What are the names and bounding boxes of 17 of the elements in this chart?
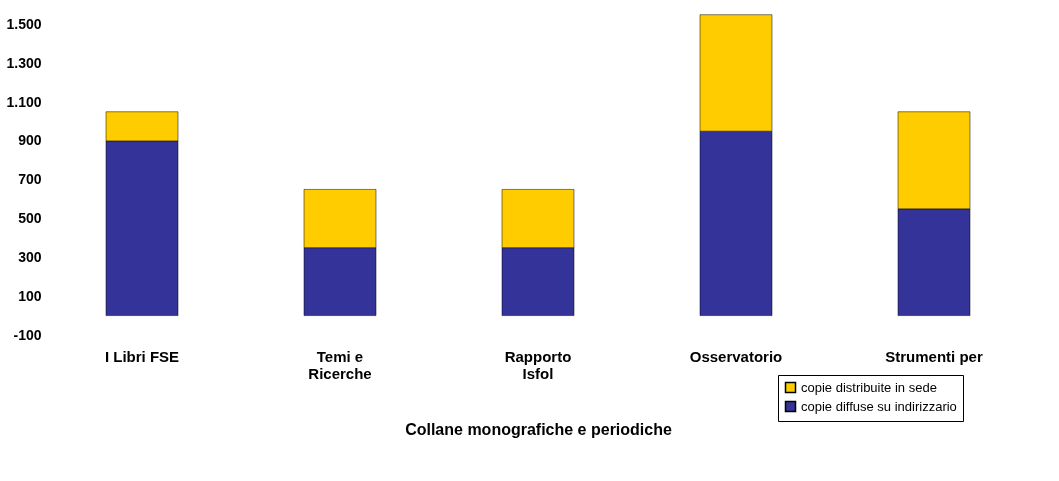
- x-tick-label: Rapporto Isfol: [504, 347, 572, 382]
- y-tick-label: 1.500: [6, 15, 42, 32]
- y-tick-label: 500: [18, 210, 42, 227]
- legend-label: copie distribuite in sede: [801, 379, 937, 395]
- x-tick-label: I Libri FSE: [104, 347, 180, 365]
- x-tick-label: Strumenti per: [885, 347, 983, 365]
- y-tick-label: 700: [18, 171, 42, 188]
- y-tick-label: -100: [13, 326, 42, 343]
- x-tick-label: Temi e Ricerche: [308, 347, 372, 382]
- x-axis-title: Collane monografiche e periodiche: [405, 420, 672, 438]
- y-tick-label: 1.100: [6, 93, 42, 110]
- legend-label: copie diffuse su indirizzario: [801, 398, 957, 414]
- y-tick-label: 1.300: [6, 54, 42, 71]
- y-tick-label: 300: [18, 248, 42, 265]
- y-tick-label: 100: [18, 287, 42, 304]
- y-tick-label: 900: [18, 132, 42, 149]
- x-tick-label: Osservatorio: [689, 347, 783, 365]
